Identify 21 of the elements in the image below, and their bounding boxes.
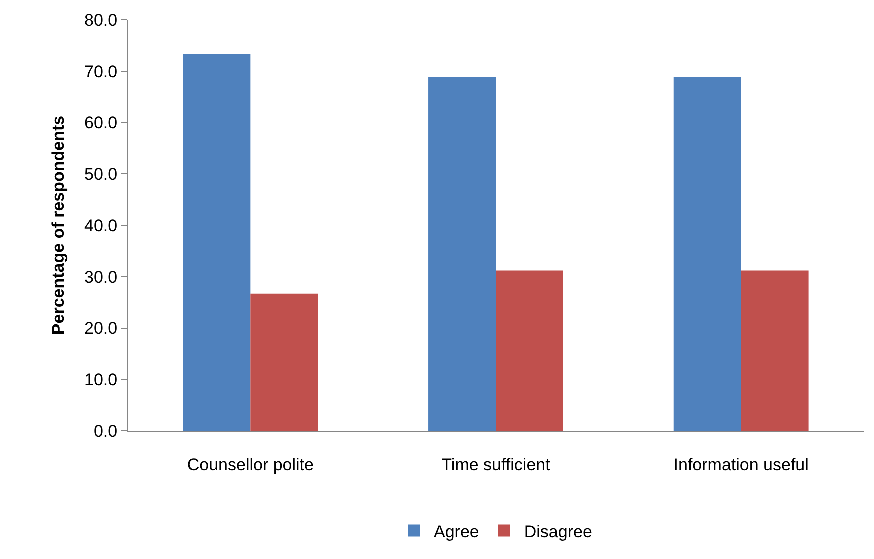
y-tick-label: 80.0: [84, 10, 118, 30]
x-tick-label: Time sufficient: [442, 455, 551, 474]
y-tick-label: 50.0: [84, 165, 118, 184]
y-tick-label: 40.0: [84, 216, 118, 236]
bar: [496, 270, 564, 431]
legend-label: Disagree: [524, 522, 592, 542]
bar: [183, 54, 251, 431]
bar: [250, 294, 318, 431]
y-tick-label: 70.0: [84, 62, 118, 82]
bar: [428, 78, 496, 431]
x-tick-label: Counsellor polite: [187, 455, 314, 474]
bar: [674, 78, 742, 431]
y-tick-label: 60.0: [84, 114, 118, 133]
y-tick-label: 0.0: [94, 422, 118, 441]
y-axis-title: Percentage of respondents: [49, 116, 68, 336]
y-tick-label: 10.0: [84, 370, 118, 390]
y-tick-label: 30.0: [84, 268, 118, 287]
y-tick-label: 20.0: [84, 319, 118, 338]
bar: [741, 270, 809, 431]
x-tick-label: Information useful: [674, 455, 809, 474]
legend-label: Agree: [434, 522, 480, 542]
